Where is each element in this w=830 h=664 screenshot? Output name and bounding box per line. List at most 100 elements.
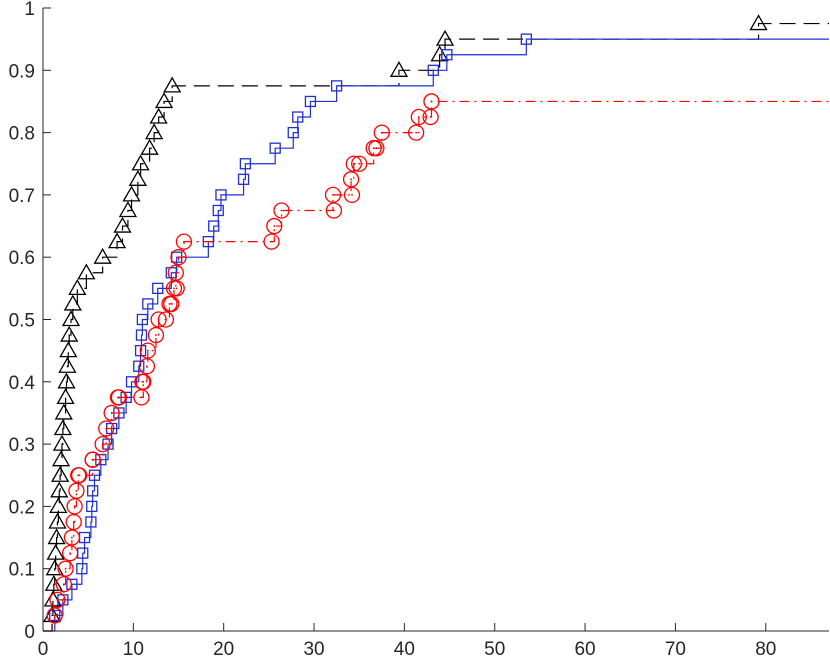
series-3-point-18-dot	[146, 349, 149, 352]
x-tick-label: 50	[484, 639, 505, 660]
x-tick-label: 10	[123, 639, 144, 660]
series-3-extra-point-12	[351, 155, 368, 172]
series-1-point-10	[51, 465, 70, 482]
y-tick-label: 0.9	[9, 61, 35, 82]
y-tick-label: 0.5	[9, 311, 35, 332]
series-3-point-32-dot	[380, 131, 383, 134]
series-3-point-30-dot	[352, 162, 355, 165]
series-3-extra-point-9	[263, 233, 280, 250]
x-tick-label: 0	[38, 639, 49, 660]
series-3-extra-point-13	[368, 140, 385, 157]
series-3-point-6-dot	[71, 536, 73, 539]
series-2-point-4	[76, 563, 88, 575]
series-3-point-33	[410, 108, 427, 126]
series-1-point-30	[131, 154, 150, 171]
series-1-point-18	[59, 341, 78, 358]
series-1-point-28	[122, 185, 141, 202]
series-3-point-30	[345, 155, 362, 172]
series-2-point-29	[237, 173, 250, 185]
series-1-point-9	[50, 481, 69, 498]
series-2-point-37	[441, 49, 453, 61]
series-1-point-32	[145, 123, 164, 140]
series-3-point-22-dot	[173, 287, 175, 290]
series-3-point-27	[273, 202, 290, 219]
series-1-point-37	[430, 45, 449, 62]
y-tick-label: 0.1	[9, 560, 35, 581]
series-3-point-3	[55, 576, 72, 593]
series-3-extra-point-3-dot	[117, 396, 119, 399]
series-3-point-13-dot	[105, 427, 108, 430]
series-1-point-12	[52, 434, 72, 451]
series-3-point-12	[94, 435, 111, 453]
series-2-point-17	[133, 360, 145, 372]
series-3-extra-point-5	[134, 373, 151, 390]
y-tick-label: 0.7	[9, 186, 35, 207]
series-3-point-31-dot	[372, 147, 375, 150]
series-2-point-32	[287, 126, 299, 139]
series-2	[43, 33, 829, 632]
series-3-point-12-dot	[101, 443, 104, 445]
y-tick-label: 0.2	[9, 497, 35, 518]
series-1-point-24	[93, 247, 112, 264]
series-2-point-19	[135, 329, 148, 341]
series-3-point-5	[61, 544, 79, 562]
series-1-point-26	[113, 216, 132, 233]
series-1-point-31	[140, 138, 159, 155]
series-1-point-27	[118, 201, 138, 218]
series-3-extra-point-11-dot	[351, 194, 353, 196]
series-1-point-20	[61, 310, 81, 327]
series-3-point-2	[49, 591, 66, 608]
series-1-point-7	[48, 512, 67, 529]
series-3-extra-point-7-dot	[170, 303, 173, 305]
series-2-point-20	[136, 313, 149, 326]
series-1-point-21	[63, 294, 82, 311]
y-tick-label: 0.3	[9, 435, 35, 456]
series-1-point-8	[49, 497, 68, 514]
series-2-point-9	[87, 485, 99, 497]
series-1-line	[43, 22, 829, 632]
series-3-point-23-dot	[174, 271, 177, 274]
series-3-point-24	[170, 249, 187, 266]
series-2-point-3	[66, 578, 78, 590]
series-3-point-4-dot	[64, 567, 67, 570]
series-3-extra-point-1	[70, 467, 88, 484]
series-3-extra-point-2-dot	[91, 458, 94, 461]
series-1-point-3	[44, 574, 63, 591]
series-3-point-8	[66, 498, 83, 515]
series-3	[43, 93, 829, 632]
series-3-point-29-dot	[350, 178, 352, 181]
series-2-point-18	[134, 344, 147, 357]
series-1-point-14	[54, 403, 73, 420]
series-2-point-21	[142, 298, 154, 310]
series-3-point-28-dot	[332, 194, 334, 196]
series-3-point-19	[147, 326, 165, 344]
series-3-point-33-dot	[417, 116, 420, 118]
series-3-point-17-dot	[145, 365, 148, 368]
series-3-point-26	[266, 217, 283, 235]
series-3-extra-point-3	[109, 389, 127, 406]
series-1-point-19	[60, 325, 79, 342]
series-3-extra-point-5-dot	[141, 380, 144, 383]
series-layer	[42, 14, 829, 632]
series-3-point-1	[46, 607, 63, 624]
series-2-point-26	[208, 220, 220, 232]
series-1-point-1	[42, 606, 62, 623]
series-3-point-26-dot	[273, 225, 276, 227]
series-2-point-38	[520, 33, 532, 45]
series-3-point-27-dot	[280, 209, 283, 212]
series-3-extra-point-12-dot	[358, 162, 361, 165]
series-3-point-34-dot	[430, 100, 433, 103]
series-1-point-29	[128, 170, 147, 186]
series-2-point-7	[85, 516, 97, 528]
series-3-point-9-dot	[75, 489, 78, 492]
series-3-point-8-dot	[73, 505, 76, 508]
axes	[42, 7, 829, 632]
series-1-point-38	[435, 29, 455, 46]
series-2-point-33	[292, 111, 304, 123]
y-tick-label: 0	[24, 622, 35, 643]
series-1-point-39	[749, 14, 768, 31]
series-2-point-35	[330, 80, 343, 92]
series-3-point-25-dot	[183, 240, 185, 243]
series-1-point-36	[389, 60, 409, 77]
